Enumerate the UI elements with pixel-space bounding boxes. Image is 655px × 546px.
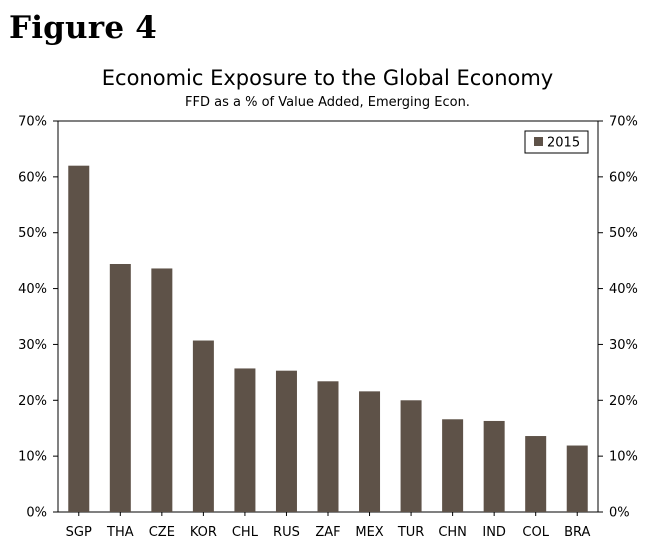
x-tick-label: IND (482, 525, 506, 540)
figure-label: Figure 4 (9, 10, 158, 46)
right-axis: 0% 10% 20% 30% 40% 50% 60% 70% (598, 115, 638, 521)
x-tick-label: ZAF (315, 525, 340, 540)
bar-ind (483, 420, 505, 512)
y-tick-label-left: 30% (18, 338, 47, 353)
bar-rus (275, 370, 297, 512)
bar-tha (109, 263, 131, 512)
x-tick-label: KOR (190, 525, 217, 540)
bars (68, 165, 588, 512)
legend-box (524, 130, 589, 154)
y-tick-label-right: 40% (609, 282, 638, 297)
y-tick-label-right: 0% (609, 506, 630, 521)
bar-cze (151, 268, 173, 512)
bar-tur (400, 400, 422, 512)
bar-zaf (317, 381, 339, 512)
bar-kor (192, 340, 214, 512)
y-tick-label-left: 60% (18, 170, 47, 185)
bar-col (525, 436, 547, 512)
x-tick-label: THA (106, 525, 134, 540)
legend: 2015 (524, 130, 589, 154)
x-tick-label: RUS (273, 525, 300, 540)
x-tick-label: TUR (397, 525, 425, 540)
x-tick-label: BRA (564, 525, 590, 540)
y-tick-label-left: 50% (18, 226, 47, 241)
y-tick-label-left: 20% (18, 394, 47, 409)
legend-label: 2015 (547, 136, 580, 151)
bar-sgp (68, 165, 90, 512)
y-tick-label-right: 70% (609, 115, 638, 130)
x-tick-label: CHN (438, 525, 467, 540)
y-tick-label-left: 10% (18, 450, 47, 465)
bar-bra (566, 445, 588, 512)
x-tick-label: CZE (149, 525, 175, 540)
legend-swatch (534, 137, 543, 146)
chart-subtitle: FFD as a % of Value Added, Emerging Econ… (185, 95, 470, 110)
y-tick-label-right: 20% (609, 394, 638, 409)
y-tick-label-right: 60% (609, 170, 638, 185)
x-tick-label: CHL (232, 525, 259, 540)
bar-chn (442, 419, 464, 512)
bar-mex (359, 391, 381, 512)
bar-chl (234, 368, 256, 512)
x-tick-label: MEX (355, 525, 383, 540)
y-tick-label-right: 30% (609, 338, 638, 353)
y-tick-label-left: 70% (18, 115, 47, 130)
y-tick-label-right: 50% (609, 226, 638, 241)
y-tick-label-right: 10% (609, 450, 638, 465)
chart-title: Economic Exposure to the Global Economy (101, 66, 554, 90)
left-axis: 0% 10% 20% 30% 40% 50% 60% 70% (18, 115, 58, 521)
y-tick-label-left: 40% (18, 282, 47, 297)
x-tick-label: COL (522, 525, 549, 540)
y-tick-label-left: 0% (26, 506, 47, 521)
x-tick-label: SGP (66, 525, 92, 540)
x-axis-labels: SGP THA CZE KOR CHL RUS ZAF MEX TUR CHN IND COL BRA (66, 512, 590, 540)
